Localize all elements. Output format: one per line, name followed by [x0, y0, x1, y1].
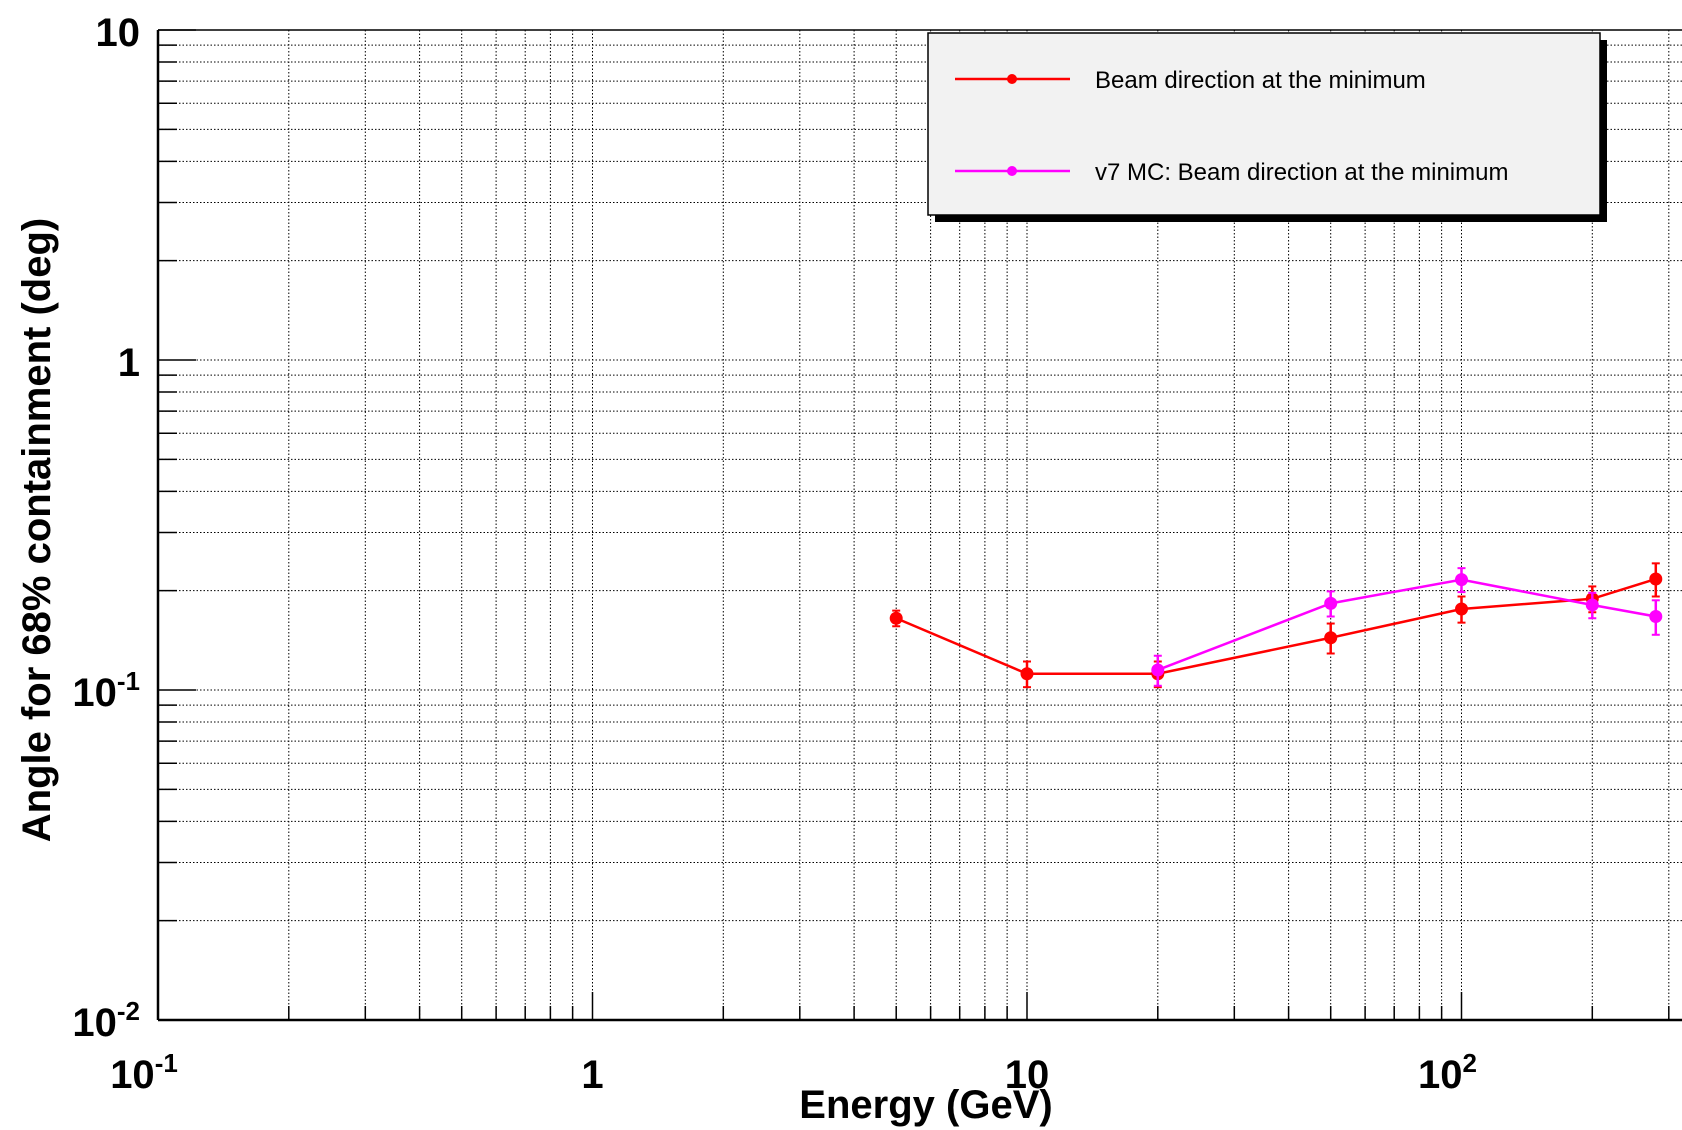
series-2 [1151, 567, 1663, 687]
data-point [1649, 610, 1663, 624]
x-tick-label: 102 [1418, 1048, 1477, 1097]
y-tick-label: 10-2 [72, 996, 140, 1045]
legend-entry-series-1: Beam direction at the minimum [955, 67, 1426, 94]
x-tick-label: 1 [581, 1053, 603, 1097]
x-axis-title: Energy (GeV) [799, 1083, 1052, 1127]
y-tick-label: 10 [96, 11, 141, 55]
data-point [1324, 631, 1338, 645]
y-tick-label: 10-1 [72, 666, 140, 715]
data-point [1455, 602, 1468, 616]
data-point [1455, 573, 1468, 587]
legend: Beam direction at the minimum v7 MC: Bea… [927, 32, 1607, 222]
data-point [1151, 663, 1165, 677]
legend-entry-series-2: v7 MC: Beam direction at the minimum [955, 159, 1508, 186]
legend-marker-series-1 [1007, 74, 1017, 84]
data-point [1324, 596, 1338, 610]
data-point [889, 611, 903, 625]
data-point [1649, 572, 1663, 586]
y-axis-title: Angle for 68% containment (deg) [15, 218, 59, 843]
data-point [1585, 598, 1599, 612]
legend-marker-series-2 [1007, 166, 1017, 176]
legend-label-series-2: v7 MC: Beam direction at the minimum [1095, 159, 1508, 186]
legend-label-series-1: Beam direction at the minimum [1095, 67, 1426, 94]
legend-box [927, 32, 1601, 216]
y-tick-label: 1 [118, 341, 140, 385]
series-layer [889, 562, 1663, 689]
data-point [1020, 667, 1034, 681]
x-tick-label: 10 [1005, 1053, 1050, 1097]
x-tick-label: 10-1 [110, 1048, 178, 1097]
